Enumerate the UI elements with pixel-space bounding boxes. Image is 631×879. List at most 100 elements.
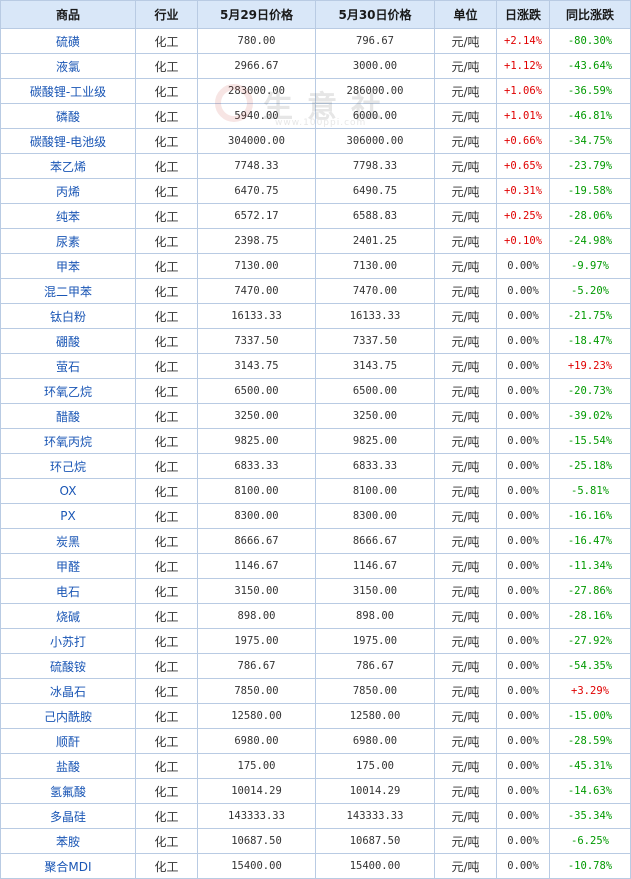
- price-may30-cell: 306000.00: [315, 128, 435, 154]
- yoy-change-cell: -16.16%: [549, 503, 631, 529]
- unit-cell: 元/吨: [434, 678, 497, 704]
- unit-cell: 元/吨: [434, 103, 497, 129]
- table-row: 己内酰胺 化工 12580.00 12580.00 元/吨 0.00% -15.00%: [0, 703, 631, 729]
- product-name-link[interactable]: 纯苯: [0, 203, 136, 229]
- product-name-link[interactable]: 钛白粉: [0, 303, 136, 329]
- product-name-link[interactable]: 甲醛: [0, 553, 136, 579]
- price-may29-cell: 175.00: [197, 753, 316, 779]
- product-name-link[interactable]: 环氧乙烷: [0, 378, 136, 404]
- price-may29-cell: 10014.29: [197, 778, 316, 804]
- unit-cell: 元/吨: [434, 353, 497, 379]
- yoy-change-cell: -54.35%: [549, 653, 631, 679]
- unit-cell: 元/吨: [434, 228, 497, 254]
- price-may29-cell: 12580.00: [197, 703, 316, 729]
- daily-change-cell: 0.00%: [496, 253, 550, 279]
- price-may29-cell: 1975.00: [197, 628, 316, 654]
- unit-cell: 元/吨: [434, 378, 497, 404]
- product-name-link[interactable]: 小苏打: [0, 628, 136, 654]
- yoy-change-cell: -45.31%: [549, 753, 631, 779]
- product-name-link[interactable]: 苯乙烯: [0, 153, 136, 179]
- price-may29-cell: 283000.00: [197, 78, 316, 104]
- table-row: 碳酸锂-电池级 化工 304000.00 306000.00 元/吨 +0.66% -34.…: [0, 128, 631, 154]
- industry-cell: 化工: [135, 453, 198, 479]
- table-row: 环己烷 化工 6833.33 6833.33 元/吨 0.00% -25.18%: [0, 453, 631, 479]
- product-name-link[interactable]: 顺酐: [0, 728, 136, 754]
- industry-cell: 化工: [135, 128, 198, 154]
- product-name-link[interactable]: 炭黑: [0, 528, 136, 554]
- price-may30-cell: 7798.33: [315, 153, 435, 179]
- header-unit: 单位: [434, 0, 497, 29]
- price-may30-cell: 7470.00: [315, 278, 435, 304]
- yoy-change-cell: -27.86%: [549, 578, 631, 604]
- product-name-link[interactable]: 苯胺: [0, 828, 136, 854]
- unit-cell: 元/吨: [434, 503, 497, 529]
- product-name-link[interactable]: OX: [0, 478, 136, 504]
- yoy-change-cell: -20.73%: [549, 378, 631, 404]
- daily-change-cell: 0.00%: [496, 528, 550, 554]
- price-may29-cell: 6500.00: [197, 378, 316, 404]
- product-name-link[interactable]: PX: [0, 503, 136, 529]
- table-row: 甲醛 化工 1146.67 1146.67 元/吨 0.00% -11.34%: [0, 553, 631, 579]
- unit-cell: 元/吨: [434, 753, 497, 779]
- product-name-link[interactable]: 环氧丙烷: [0, 428, 136, 454]
- table-header: 商品 行业 5月29日价格 5月30日价格 单位 日涨跌 同比涨跌: [0, 0, 631, 29]
- table-row: 电石 化工 3150.00 3150.00 元/吨 0.00% -27.86%: [0, 578, 631, 604]
- table-row: 硼酸 化工 7337.50 7337.50 元/吨 0.00% -18.47%: [0, 328, 631, 354]
- yoy-change-cell: -5.20%: [549, 278, 631, 304]
- table-body: 硫磺 化工 780.00 796.67 元/吨 +2.14% -80.30% 液氯 化工 2966…: [0, 28, 631, 879]
- yoy-change-cell: -21.75%: [549, 303, 631, 329]
- product-name-link[interactable]: 聚合MDI: [0, 853, 136, 879]
- product-name-link[interactable]: 烧碱: [0, 603, 136, 629]
- product-name-link[interactable]: 混二甲苯: [0, 278, 136, 304]
- product-name-link[interactable]: 碳酸锂-电池级: [0, 128, 136, 154]
- yoy-change-cell: -36.59%: [549, 78, 631, 104]
- industry-cell: 化工: [135, 653, 198, 679]
- product-name-link[interactable]: 环己烷: [0, 453, 136, 479]
- product-name-link[interactable]: 磷酸: [0, 103, 136, 129]
- product-name-link[interactable]: 硫酸铵: [0, 653, 136, 679]
- product-name-link[interactable]: 冰晶石: [0, 678, 136, 704]
- product-name-link[interactable]: 硫磺: [0, 28, 136, 54]
- product-name-link[interactable]: 电石: [0, 578, 136, 604]
- price-may30-cell: 796.67: [315, 28, 435, 54]
- industry-cell: 化工: [135, 778, 198, 804]
- industry-cell: 化工: [135, 28, 198, 54]
- unit-cell: 元/吨: [434, 553, 497, 579]
- daily-change-cell: 0.00%: [496, 853, 550, 879]
- product-name-link[interactable]: 己内酰胺: [0, 703, 136, 729]
- product-name-link[interactable]: 碳酸锂-工业级: [0, 78, 136, 104]
- header-daily-change: 日涨跌: [496, 0, 550, 29]
- product-name-link[interactable]: 盐酸: [0, 753, 136, 779]
- daily-change-cell: 0.00%: [496, 778, 550, 804]
- product-name-link[interactable]: 丙烯: [0, 178, 136, 204]
- product-name-link[interactable]: 硼酸: [0, 328, 136, 354]
- price-may29-cell: 8300.00: [197, 503, 316, 529]
- header-yoy-change: 同比涨跌: [549, 0, 631, 29]
- yoy-change-cell: -28.06%: [549, 203, 631, 229]
- industry-cell: 化工: [135, 328, 198, 354]
- price-may30-cell: 3143.75: [315, 353, 435, 379]
- product-name-link[interactable]: 醋酸: [0, 403, 136, 429]
- product-name-link[interactable]: 甲苯: [0, 253, 136, 279]
- product-name-link[interactable]: 萤石: [0, 353, 136, 379]
- header-industry: 行业: [135, 0, 198, 29]
- price-may30-cell: 8300.00: [315, 503, 435, 529]
- daily-change-cell: 0.00%: [496, 303, 550, 329]
- table-row: OX 化工 8100.00 8100.00 元/吨 0.00% -5.81%: [0, 478, 631, 504]
- product-name-link[interactable]: 多晶硅: [0, 803, 136, 829]
- table-row: 聚合MDI 化工 15400.00 15400.00 元/吨 0.00% -10.78%: [0, 853, 631, 879]
- yoy-change-cell: -25.18%: [549, 453, 631, 479]
- price-may30-cell: 6500.00: [315, 378, 435, 404]
- price-may30-cell: 6588.83: [315, 203, 435, 229]
- table-row: 醋酸 化工 3250.00 3250.00 元/吨 0.00% -39.02%: [0, 403, 631, 429]
- industry-cell: 化工: [135, 828, 198, 854]
- price-may30-cell: 3000.00: [315, 53, 435, 79]
- product-name-link[interactable]: 氢氟酸: [0, 778, 136, 804]
- price-may29-cell: 6572.17: [197, 203, 316, 229]
- daily-change-cell: 0.00%: [496, 628, 550, 654]
- price-may29-cell: 786.67: [197, 653, 316, 679]
- unit-cell: 元/吨: [434, 578, 497, 604]
- price-may30-cell: 175.00: [315, 753, 435, 779]
- product-name-link[interactable]: 尿素: [0, 228, 136, 254]
- product-name-link[interactable]: 液氯: [0, 53, 136, 79]
